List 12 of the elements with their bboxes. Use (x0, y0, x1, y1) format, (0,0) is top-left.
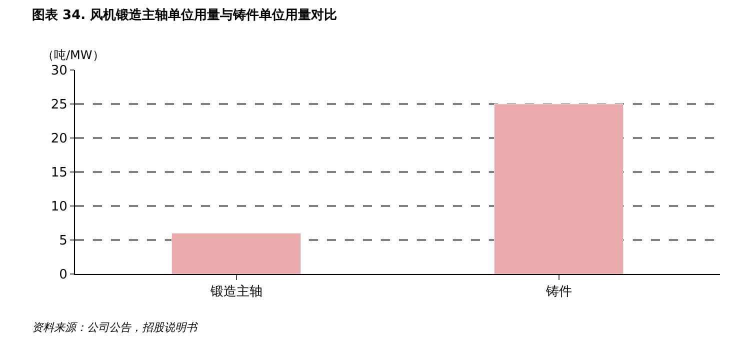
text: 资料来源：公司公告，招股说明书 (32, 321, 199, 334)
y-axis-title: （吨/MW） (42, 48, 104, 62)
y-tick-label: 5 (59, 234, 68, 249)
y-tick-label: 15 (50, 166, 68, 181)
y-tick-label: 10 (50, 200, 68, 215)
x-tick-label: 锻造主轴 (209, 284, 262, 300)
y-tick-label: 0 (59, 268, 68, 283)
y-tick-label: 30 (50, 64, 68, 79)
chart-title: 图表 34. 风机锻造主轴单位用量与铸件单位用量对比 (32, 7, 338, 23)
y-tick-label: 25 (50, 98, 68, 113)
x-tick-label: 铸件 (544, 284, 572, 300)
y-tick-label: 20 (50, 132, 68, 147)
